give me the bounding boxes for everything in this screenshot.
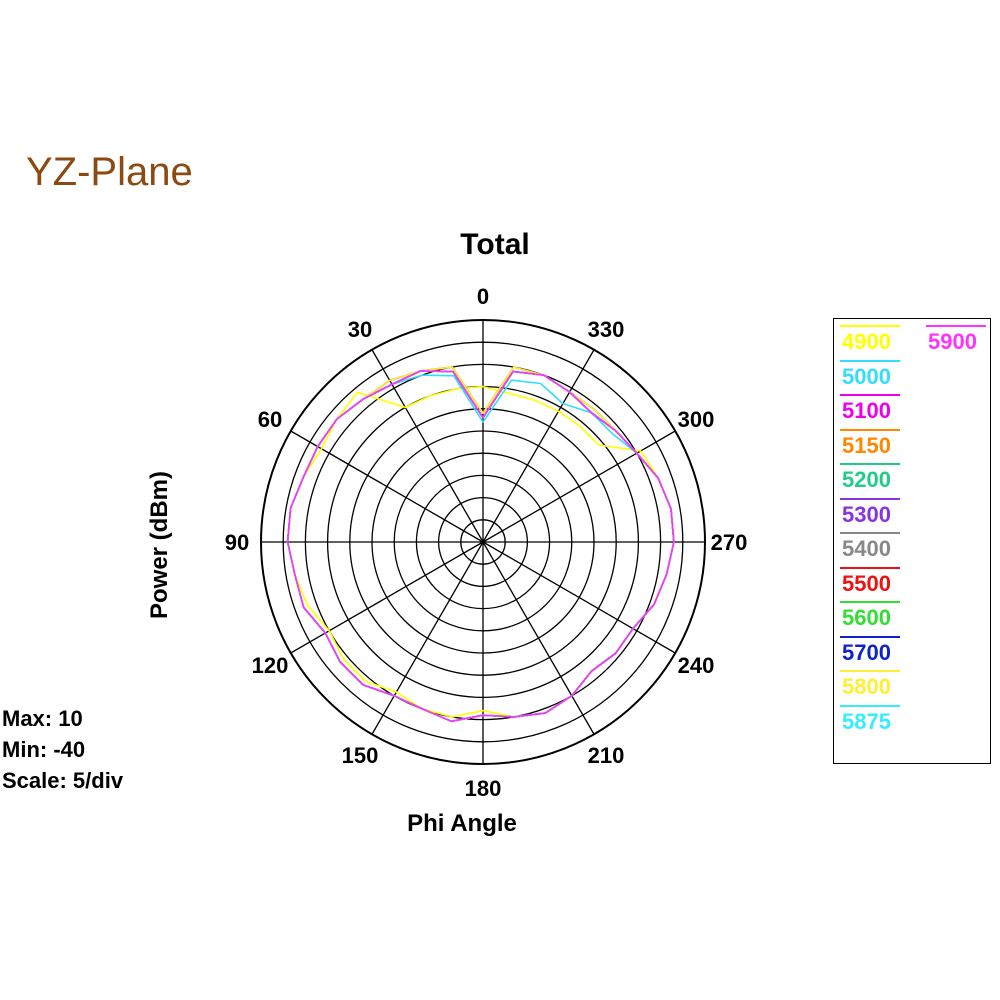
legend-swatch [840, 532, 900, 534]
legend-item-5500: 5500 [836, 566, 902, 601]
legend-label: 5000 [842, 363, 891, 389]
series-line-5900 [286, 370, 675, 723]
angle-tick-label: 300 [678, 407, 715, 432]
angle-tick-label: 180 [465, 776, 502, 801]
polar-grid [260, 319, 706, 765]
grid-spoke [371, 541, 484, 735]
grid-spoke [371, 349, 484, 543]
angle-tick-label: 330 [588, 317, 625, 342]
legend-swatch [840, 497, 900, 500]
legend-item-5700: 5700 [836, 635, 902, 670]
legend-label: 5900 [928, 329, 977, 354]
legend-swatch [840, 635, 900, 638]
legend-swatch [840, 325, 900, 327]
legend-label: 5800 [842, 674, 891, 699]
angle-tick-label: 30 [348, 317, 372, 342]
legend-item-5100: 5100 [836, 394, 902, 428]
legend-swatch [926, 325, 986, 327]
legend-swatch [840, 704, 900, 707]
legend-item-5150: 5150 [836, 428, 902, 463]
legend-label: 5150 [842, 432, 891, 458]
grid-spoke [482, 430, 676, 543]
angle-tick-label: 0 [477, 284, 489, 309]
legend-item-5400: 5400 [836, 532, 902, 566]
legend-label: 5100 [842, 398, 891, 423]
legend-label: 4900 [842, 329, 891, 354]
legend-label: 5500 [842, 570, 891, 596]
angle-tick-label: 240 [678, 653, 715, 678]
legend-swatch [840, 394, 900, 396]
legend-item-5200: 5200 [836, 463, 902, 497]
legend-label: 5400 [842, 536, 891, 561]
angle-tick-label: 270 [711, 530, 748, 555]
legend-item-5600: 5600 [836, 601, 902, 635]
chart-title: Total [460, 228, 530, 261]
legend-label: 5600 [842, 605, 891, 630]
legend-item-5800: 5800 [836, 670, 902, 704]
legend-label: 5300 [842, 501, 891, 527]
grid-spoke [482, 349, 595, 543]
legend-label: 5700 [842, 639, 891, 665]
angle-tick-label: 60 [258, 407, 282, 432]
grid-spoke [482, 541, 595, 735]
x-axis-label: Phi Angle [407, 810, 517, 837]
legend-swatch [840, 463, 900, 465]
stats-block: Max: 10 Min: -40 Scale: 5/div [2, 703, 123, 796]
legend-item-5900: 5900 [922, 325, 988, 359]
legend-item-5000: 5000 [836, 359, 902, 394]
grid-spoke [290, 541, 484, 654]
grid-spoke [482, 541, 676, 654]
legend-label: 5200 [842, 467, 891, 492]
series-lines [286, 366, 675, 723]
legend-item-5875: 5875 [836, 704, 902, 739]
legend-item-5300: 5300 [836, 497, 902, 532]
scale-stat: Scale: 5/div [2, 768, 124, 793]
legend-swatch [840, 670, 900, 672]
legend-item-4900: 4900 [836, 325, 902, 359]
angle-tick-label: 150 [342, 743, 379, 768]
legend-swatch [840, 566, 900, 569]
grid-spoke [290, 430, 484, 543]
angle-labels: 0 30 60 90 120 150 180 210 240 270 300 330 [225, 284, 748, 801]
max-stat: Max: 10 [2, 706, 83, 731]
min-stat: Min: -40 [2, 737, 86, 762]
series-line-4900 [286, 385, 675, 718]
legend-swatch [840, 601, 900, 603]
plane-heading: YZ-Plane [26, 150, 193, 194]
legend-swatch [840, 359, 900, 362]
angle-tick-label: 120 [252, 653, 289, 678]
angle-tick-label: 210 [588, 743, 625, 768]
legend-swatch [840, 428, 900, 431]
legend: 4900 5000 5100 5150 5200 5300 5400 5500 5600 5700… [833, 318, 991, 764]
angle-tick-label: 90 [225, 530, 249, 555]
legend-label: 5875 [842, 708, 891, 734]
